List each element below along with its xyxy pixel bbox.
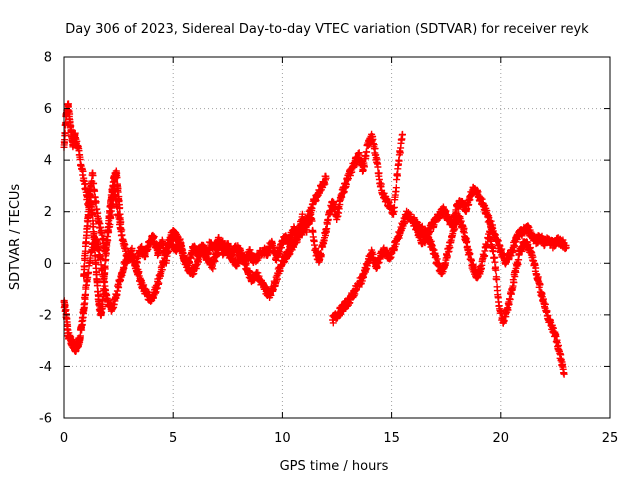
data-point-trace-2 bbox=[120, 264, 128, 272]
y-tick-label: -6 bbox=[39, 412, 52, 427]
data-point-trace-1 bbox=[65, 100, 72, 108]
data-point-trace-1 bbox=[79, 167, 87, 175]
y-tick-label: 6 bbox=[44, 102, 52, 117]
data-point-trace-1 bbox=[61, 130, 69, 138]
data-point-trace-1 bbox=[128, 244, 136, 252]
data-point-trace-1 bbox=[99, 234, 107, 242]
y-axis-label: SDTVAR / TECUs bbox=[8, 184, 23, 291]
data-point-trace-1 bbox=[363, 148, 371, 156]
data-point-trace-1 bbox=[399, 130, 406, 138]
x-tick-label: 20 bbox=[493, 431, 510, 446]
data-point-trace-1 bbox=[390, 203, 398, 211]
data-point-trace-1 bbox=[122, 245, 130, 253]
x-axis-label: GPS time / hours bbox=[280, 459, 389, 474]
data-point-trace-1 bbox=[355, 149, 363, 157]
y-tick-label: -2 bbox=[39, 308, 52, 323]
data-point-trace-2 bbox=[209, 265, 217, 273]
data-point-trace-1 bbox=[371, 145, 379, 153]
x-tick-label: 5 bbox=[169, 431, 177, 446]
data-point-trace-1 bbox=[90, 179, 98, 187]
data-point-trace-2 bbox=[97, 255, 105, 262]
data-point-trace-1 bbox=[246, 246, 254, 254]
data-point-trace-2 bbox=[158, 266, 166, 274]
data-point-trace-1 bbox=[138, 242, 146, 250]
chart-title: Day 306 of 2023, Sidereal Day-to-day VTE… bbox=[65, 22, 589, 37]
data-point-trace-2 bbox=[153, 284, 161, 292]
data-point-trace-1 bbox=[89, 172, 97, 179]
data-point-trace-1 bbox=[377, 180, 385, 188]
data-point-trace-1 bbox=[73, 137, 81, 145]
data-point-trace-2 bbox=[85, 269, 93, 276]
data-point-trace-1 bbox=[392, 184, 400, 192]
x-tick-label: 25 bbox=[602, 431, 619, 446]
data-point-trace-1 bbox=[375, 169, 383, 177]
x-tick-label: 15 bbox=[383, 431, 400, 446]
y-tick-label: 4 bbox=[44, 154, 52, 169]
data-point-trace-2 bbox=[254, 269, 262, 277]
data-point-trace-1 bbox=[317, 251, 325, 259]
data-point-trace-2 bbox=[184, 259, 192, 267]
y-tick-label: 2 bbox=[44, 205, 52, 220]
data-point-trace-1 bbox=[361, 163, 368, 171]
y-tick-label: 0 bbox=[44, 257, 52, 272]
x-tick-label: 10 bbox=[274, 431, 291, 446]
data-points bbox=[60, 100, 570, 378]
y-tick-label: 8 bbox=[44, 51, 52, 66]
y-tick-label: -4 bbox=[39, 360, 52, 375]
data-point-trace-3 bbox=[560, 370, 568, 378]
data-point-trace-1 bbox=[395, 157, 403, 165]
x-tick-label: 0 bbox=[60, 431, 68, 446]
data-point-trace-1 bbox=[374, 163, 382, 171]
data-point-trace-2 bbox=[76, 332, 84, 340]
data-point-trace-2 bbox=[115, 284, 123, 291]
data-point-trace-1 bbox=[394, 172, 401, 180]
